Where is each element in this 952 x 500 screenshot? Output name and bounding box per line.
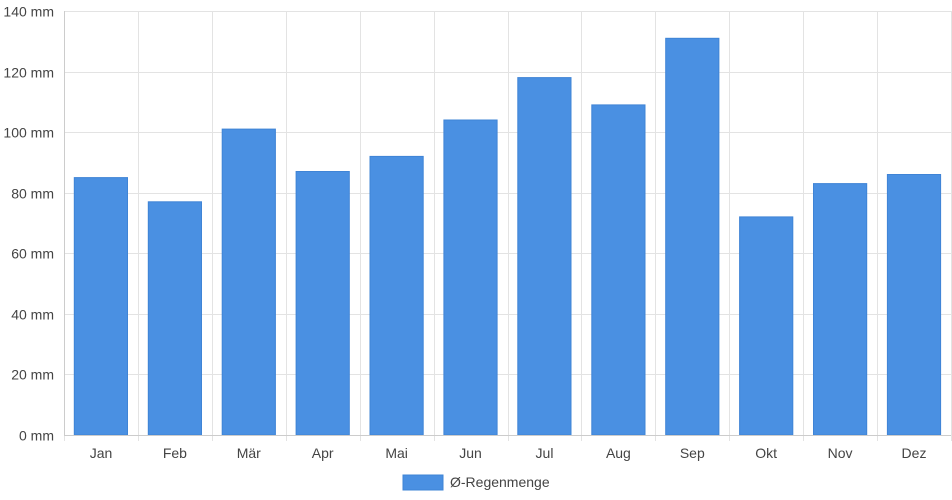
x-tick-label: Aug	[606, 445, 631, 461]
y-tick-label: 100 mm	[3, 125, 54, 141]
legend-swatch[interactable]	[402, 474, 444, 491]
x-tick-label: Mai	[385, 445, 408, 461]
legend-label[interactable]: Ø-Regenmenge	[450, 474, 550, 490]
x-tick-label: Feb	[163, 445, 187, 461]
y-tick-label: 0 mm	[19, 428, 54, 444]
x-tick-label: Nov	[828, 445, 853, 461]
y-tick-label: 80 mm	[11, 186, 54, 202]
grid-layer	[64, 11, 952, 441]
bar-nov[interactable]	[813, 183, 868, 436]
x-tick-label: Jan	[90, 445, 113, 461]
bar-feb[interactable]	[147, 201, 203, 436]
x-tick-label: Sep	[680, 445, 705, 461]
x-tick-label: Jun	[459, 445, 482, 461]
y-tick-label: 140 mm	[3, 4, 54, 20]
bar-mär[interactable]	[221, 128, 276, 436]
x-tick-label: Dez	[902, 445, 927, 461]
bar-sep[interactable]	[665, 37, 720, 436]
bar-okt[interactable]	[739, 216, 794, 436]
y-tick-label: 20 mm	[11, 367, 54, 383]
x-tick-label: Jul	[536, 445, 554, 461]
bar-jul[interactable]	[517, 77, 572, 436]
bar-jun[interactable]	[443, 119, 498, 436]
bar-dez[interactable]	[886, 174, 942, 436]
bar-mai[interactable]	[369, 155, 424, 436]
y-tick-label: 40 mm	[11, 307, 54, 323]
axes-layer: 0 mm 20 mm 40 mm 60 mm 80 mm 100 mm 120 mm 140 …	[3, 4, 951, 461]
bar-apr[interactable]	[295, 171, 350, 436]
bars-layer	[73, 37, 942, 436]
y-tick-label: 60 mm	[11, 246, 54, 262]
x-tick-label: Okt	[755, 445, 777, 461]
bar-aug[interactable]	[591, 104, 646, 436]
x-tick-label: Mär	[237, 445, 261, 461]
y-tick-label: 120 mm	[3, 65, 54, 81]
legend[interactable]: Ø-Regenmenge	[402, 474, 550, 491]
x-tick-label: Apr	[312, 445, 334, 461]
bar-jan[interactable]	[73, 177, 129, 436]
